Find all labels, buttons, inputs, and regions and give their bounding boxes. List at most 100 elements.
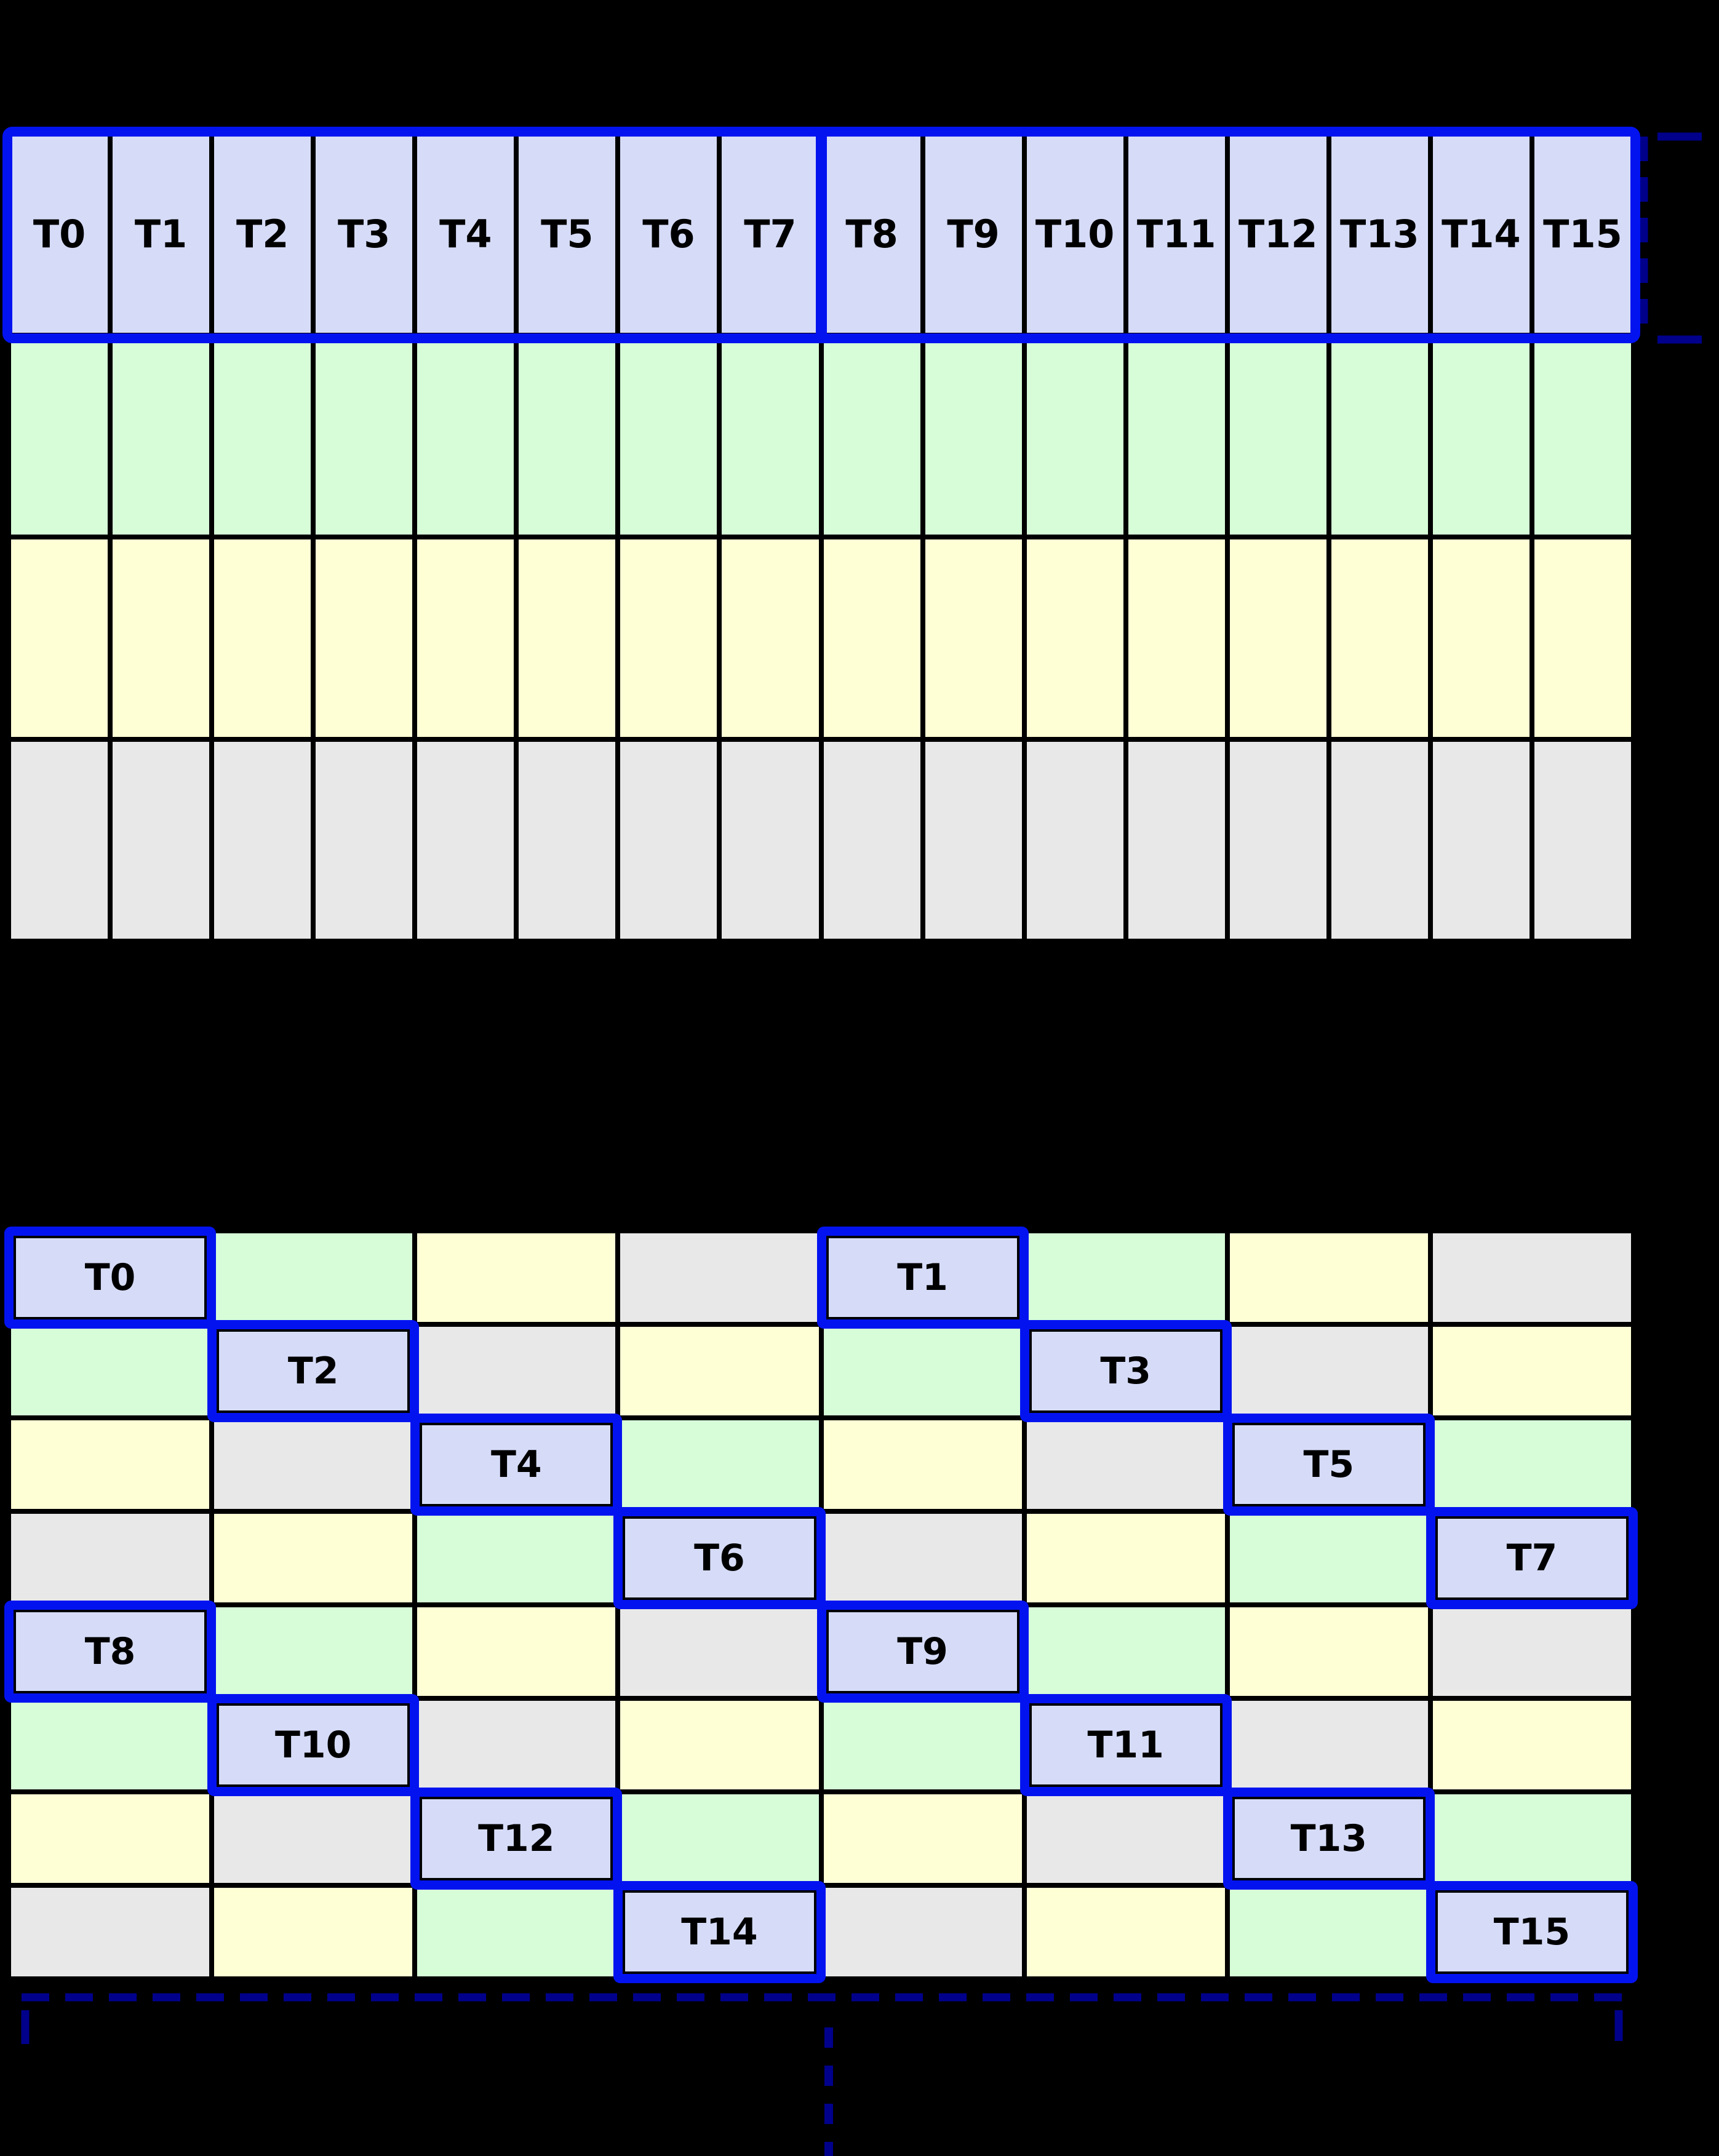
top-grid-cell-yellow bbox=[1229, 539, 1326, 737]
top-thread-cell-T11: T11 bbox=[1128, 135, 1225, 333]
bottom-grid-cell-green bbox=[417, 1888, 616, 1976]
thread-cell-T9: T9 bbox=[816, 1601, 1029, 1703]
bottom-grid-cell-gray bbox=[417, 1327, 616, 1415]
bottom-grid-cell: T14 bbox=[613, 1881, 826, 1983]
top-grid-cell-yellow bbox=[519, 539, 616, 737]
continuation-bracket bbox=[21, 1993, 1624, 2156]
thread-label: T12 bbox=[478, 1817, 555, 1860]
thread-label: T13 bbox=[1340, 211, 1419, 257]
bottom-grid-cell-yellow bbox=[1229, 1607, 1428, 1696]
bottom-grid-cell-green bbox=[1026, 1607, 1225, 1696]
thread-label: T15 bbox=[1543, 211, 1622, 257]
thread-label: T10 bbox=[1035, 211, 1115, 257]
bottom-grid-cell: T6 bbox=[613, 1507, 826, 1609]
top-thread-cell-T0: T0 bbox=[11, 135, 108, 333]
top-grid-cell-gray bbox=[11, 741, 108, 939]
thread-label: T15 bbox=[1493, 1911, 1571, 1954]
top-thread-cell-T1: T1 bbox=[113, 135, 210, 333]
bottom-grid-cell-gray bbox=[11, 1514, 210, 1602]
bottom-grid-cell: T7 bbox=[1426, 1507, 1638, 1609]
thread-label: T11 bbox=[1136, 211, 1216, 257]
bottom-grid-cell-gray bbox=[1026, 1420, 1225, 1509]
thread-label: T12 bbox=[1238, 211, 1318, 257]
top-grid-cell-yellow bbox=[417, 539, 514, 737]
thread-cell-T14: T14 bbox=[613, 1881, 826, 1983]
thread-label: T7 bbox=[744, 211, 797, 257]
bottom-grid-cell-yellow bbox=[1229, 1233, 1428, 1322]
top-thread-cell-T15: T15 bbox=[1534, 135, 1631, 333]
bottom-grid-cell: T3 bbox=[1019, 1320, 1232, 1422]
bottom-grid-cell: T10 bbox=[207, 1694, 420, 1796]
top-thread-cell-T2: T2 bbox=[214, 135, 311, 333]
bottom-grid-cell-green bbox=[214, 1233, 413, 1322]
top-thread-cell-T14: T14 bbox=[1432, 135, 1530, 333]
bottom-grid-cell-green bbox=[1432, 1420, 1631, 1509]
bottom-grid-cell: T9 bbox=[816, 1601, 1029, 1703]
top-grid-cell-gray bbox=[620, 741, 717, 939]
top-grid-cell-yellow bbox=[620, 539, 717, 737]
bottom-grid-cell-yellow bbox=[417, 1233, 616, 1322]
bottom-grid-cell-yellow bbox=[823, 1420, 1022, 1509]
bottom-grid-cell-yellow bbox=[1432, 1327, 1631, 1415]
top-grid-cell-green bbox=[519, 337, 616, 535]
bottom-grid-cell-green bbox=[11, 1327, 210, 1415]
top-thread-cell-T12: T12 bbox=[1229, 135, 1326, 333]
bottom-grid-cell-gray bbox=[1432, 1233, 1631, 1322]
top-grid-cell-gray bbox=[519, 741, 616, 939]
top-grid-cell-green bbox=[214, 337, 311, 535]
top-thread-cell-T4: T4 bbox=[417, 135, 514, 333]
top-grid-cell-gray bbox=[1432, 741, 1530, 939]
top-thread-cell-T5: T5 bbox=[519, 135, 616, 333]
thread-label: T14 bbox=[681, 1911, 758, 1954]
bottom-grid-cell-gray bbox=[1229, 1327, 1428, 1415]
thread-cell-T11: T11 bbox=[1019, 1694, 1232, 1796]
thread-cell-T7: T7 bbox=[1426, 1507, 1638, 1609]
top-grid-cell-yellow bbox=[1534, 539, 1631, 737]
top-grid-cell-green bbox=[11, 337, 108, 535]
bottom-grid-cell-green bbox=[1432, 1794, 1631, 1883]
bottom-grid-cell-gray bbox=[1026, 1794, 1225, 1883]
bottom-grid-cell: T15 bbox=[1426, 1881, 1638, 1983]
top-grid-cell-yellow bbox=[214, 539, 311, 737]
bottom-grid-cell-gray bbox=[417, 1701, 616, 1789]
bottom-grid-cell-green bbox=[214, 1607, 413, 1696]
top-grid-cell-yellow bbox=[925, 539, 1022, 737]
bottom-grid: T0 T1 T2 T3 T4 T5 T6 T7 T8 T9 T10 T11 T12 T13 T14 T15 bbox=[4, 1227, 1638, 1983]
bottom-grid-cell-yellow bbox=[620, 1701, 819, 1789]
thread-cell-T4: T4 bbox=[410, 1414, 623, 1516]
top-thread-cell-T6: T6 bbox=[620, 135, 717, 333]
thread-cell-T8: T8 bbox=[4, 1601, 217, 1703]
thread-label: T0 bbox=[84, 1256, 136, 1299]
thread-label: T6 bbox=[694, 1537, 745, 1580]
bottom-grid-cell: T1 bbox=[816, 1227, 1029, 1329]
thread-label: T2 bbox=[287, 1350, 339, 1393]
top-grid-cell-green bbox=[417, 337, 514, 535]
bottom-grid-cell-yellow bbox=[417, 1607, 616, 1696]
top-grid: T0 T1 T2 T3 T4 T5 T6 T7 T8 T9 T10 T11 T12 T13 T14 T15 bbox=[7, 131, 1635, 943]
top-grid-cell-gray bbox=[1331, 741, 1428, 939]
thread-label: T3 bbox=[338, 211, 391, 257]
top-grid-cell-green bbox=[925, 337, 1022, 535]
bottom-grid-cell-yellow bbox=[214, 1888, 413, 1976]
top-grid-cell-green bbox=[1331, 337, 1428, 535]
bottom-grid-cell-gray bbox=[1229, 1701, 1428, 1789]
thread-label: T9 bbox=[897, 1630, 948, 1673]
top-grid-cell-gray bbox=[1229, 741, 1326, 939]
top-grid-cell-gray bbox=[417, 741, 514, 939]
bottom-grid-cell-gray bbox=[823, 1888, 1022, 1976]
top-grid-cell-green bbox=[1026, 337, 1123, 535]
thread-label: T6 bbox=[642, 211, 695, 257]
thread-cell-T12: T12 bbox=[410, 1788, 623, 1890]
bottom-grid-cell-gray bbox=[823, 1514, 1022, 1602]
bottom-grid-cell-green bbox=[1026, 1233, 1225, 1322]
top-grid-cell-green bbox=[722, 337, 819, 535]
top-grid-cell-gray bbox=[722, 741, 819, 939]
bottom-grid-cell: T11 bbox=[1019, 1694, 1232, 1796]
bottom-grid-cell-yellow bbox=[1026, 1888, 1225, 1976]
bottom-grid-cell-green bbox=[11, 1701, 210, 1789]
bottom-grid-cell: T5 bbox=[1222, 1414, 1435, 1516]
thread-label: T4 bbox=[490, 1443, 542, 1486]
thread-label: T8 bbox=[845, 211, 898, 257]
